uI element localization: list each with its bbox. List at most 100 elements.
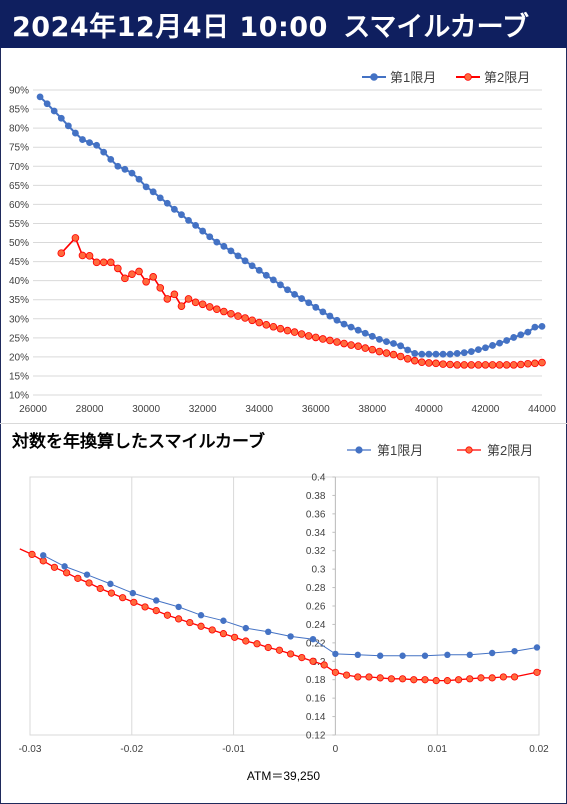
data-point	[390, 340, 397, 347]
data-point	[538, 322, 546, 330]
data-point	[85, 252, 94, 260]
x-tick-label: 38000	[358, 404, 386, 415]
data-point	[361, 329, 369, 337]
data-point	[93, 141, 101, 149]
data-point	[460, 361, 469, 369]
data-point	[39, 557, 47, 565]
data-point	[291, 290, 298, 298]
data-point	[488, 361, 497, 369]
data-point	[425, 350, 433, 358]
data-point	[130, 598, 138, 606]
y-tick-label: 0.26	[306, 602, 326, 613]
data-point	[454, 676, 463, 684]
data-point	[320, 661, 328, 669]
data-point	[128, 169, 136, 177]
data-point	[107, 155, 115, 163]
data-point	[421, 652, 429, 659]
x-tick-label: 0.02	[529, 744, 549, 755]
data-point	[185, 216, 192, 224]
data-point	[227, 309, 235, 318]
data-point	[511, 647, 518, 655]
series-line-1	[39, 96, 543, 356]
data-point	[79, 136, 86, 143]
data-point	[467, 361, 476, 369]
y-tick-label: 0.28	[306, 583, 326, 594]
data-point	[74, 574, 82, 582]
y-tick-label: 0.2	[311, 657, 325, 668]
legend-marker	[355, 446, 363, 454]
data-point	[198, 300, 207, 309]
header-title: スマイルカーブ	[343, 12, 529, 43]
data-point	[163, 199, 171, 207]
data-point	[177, 302, 186, 310]
data-point	[482, 344, 489, 352]
data-point	[489, 342, 496, 349]
x-tick-label: 28000	[76, 404, 104, 415]
data-point	[99, 258, 108, 267]
data-point	[418, 350, 426, 358]
data-point	[213, 238, 221, 246]
data-point	[319, 335, 327, 343]
data-point	[213, 305, 221, 314]
data-point	[411, 350, 419, 357]
data-point	[538, 358, 546, 367]
data-point	[340, 320, 348, 328]
data-point	[524, 328, 532, 336]
series-line-1	[42, 554, 538, 657]
data-point	[178, 211, 185, 219]
log-smile-curve-chart: -0.03 -0.02 -0.01 0 0.01 0.02 0.12 0.14 0.16 0.18…	[19, 443, 550, 755]
data-point	[342, 671, 351, 679]
data-point	[284, 286, 291, 294]
data-point	[354, 326, 362, 334]
data-point	[135, 175, 143, 183]
y-tick-label: 60%	[9, 200, 29, 211]
data-point	[503, 337, 511, 344]
x-tick-label: 32000	[189, 404, 217, 415]
y-tick-label: 0.22	[306, 638, 326, 649]
y-tick-label: 15%	[9, 371, 29, 382]
data-point	[347, 323, 355, 331]
data-point	[297, 330, 306, 338]
data-point	[418, 358, 426, 367]
data-point	[170, 205, 178, 213]
data-point	[241, 257, 249, 265]
data-point	[361, 344, 370, 352]
data-point	[71, 234, 80, 242]
data-point	[496, 339, 503, 347]
data-point	[305, 299, 313, 307]
data-point	[242, 624, 250, 632]
data-point	[269, 322, 278, 331]
data-point	[467, 348, 475, 355]
data-point	[510, 334, 518, 341]
data-point	[524, 359, 532, 368]
data-point	[205, 303, 214, 311]
data-point	[399, 652, 406, 659]
y-tick-label: 90%	[9, 86, 29, 97]
data-point	[72, 129, 79, 137]
data-point	[376, 674, 384, 682]
data-point	[466, 675, 474, 683]
data-point	[309, 657, 317, 665]
y-tick-label: 55%	[9, 219, 29, 230]
section-divider	[0, 423, 567, 424]
data-point	[219, 630, 228, 638]
data-point	[477, 674, 485, 682]
data-point	[403, 354, 412, 363]
y-tick-label: 10%	[9, 391, 29, 402]
data-point	[298, 654, 306, 662]
series-line-2	[19, 548, 542, 682]
data-point	[83, 571, 91, 578]
data-point	[156, 194, 164, 202]
data-point	[163, 295, 172, 303]
data-point	[265, 628, 272, 635]
y-tick-label: 0.16	[306, 694, 326, 705]
y-tick-label: 25%	[9, 333, 29, 344]
data-point	[231, 633, 239, 641]
data-point	[191, 298, 200, 307]
data-point	[517, 331, 525, 339]
y-tick-label: 50%	[9, 238, 29, 249]
data-point	[199, 227, 207, 235]
data-point	[107, 580, 114, 588]
data-point	[242, 637, 250, 645]
data-point	[309, 635, 317, 643]
